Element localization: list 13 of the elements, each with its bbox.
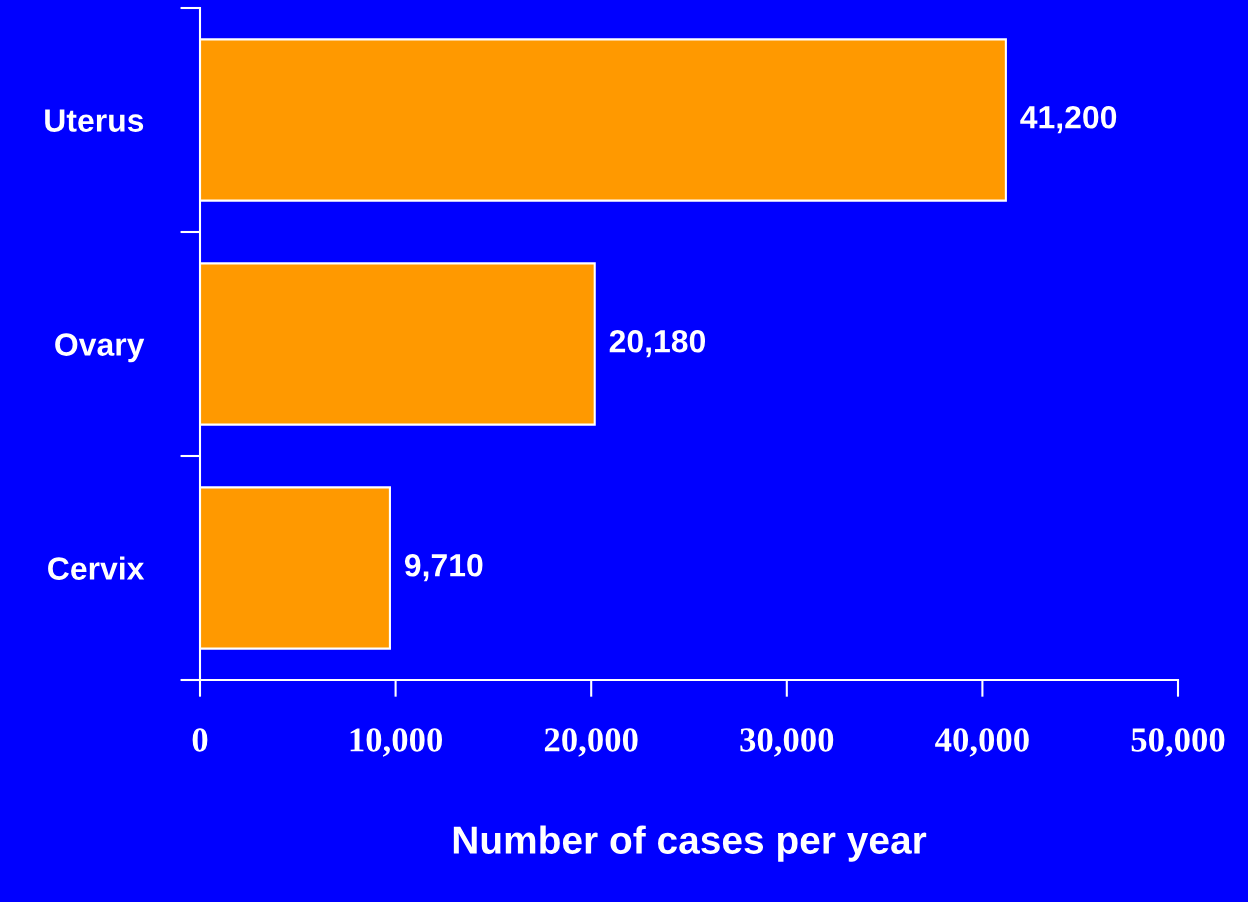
data-label: 20,180 — [609, 329, 706, 358]
x-tick-label: 30,000 — [740, 728, 834, 757]
x-tick-label: 50,000 — [1131, 728, 1225, 757]
x-tick-label: 0 — [192, 728, 208, 752]
x-axis-title: Number of cases per year — [453, 825, 927, 862]
y-tick-label: Cervix — [48, 556, 145, 580]
x-tick-label: 40,000 — [935, 728, 1029, 757]
data-label: 9,710 — [404, 553, 483, 582]
data-label: 41,200 — [1020, 105, 1117, 134]
y-tick-label: Ovary — [55, 333, 145, 363]
x-tick-label: 20,000 — [544, 728, 638, 757]
y-tick-label: Uterus — [45, 109, 144, 132]
x-tick-label: 10,000 — [350, 728, 443, 757]
